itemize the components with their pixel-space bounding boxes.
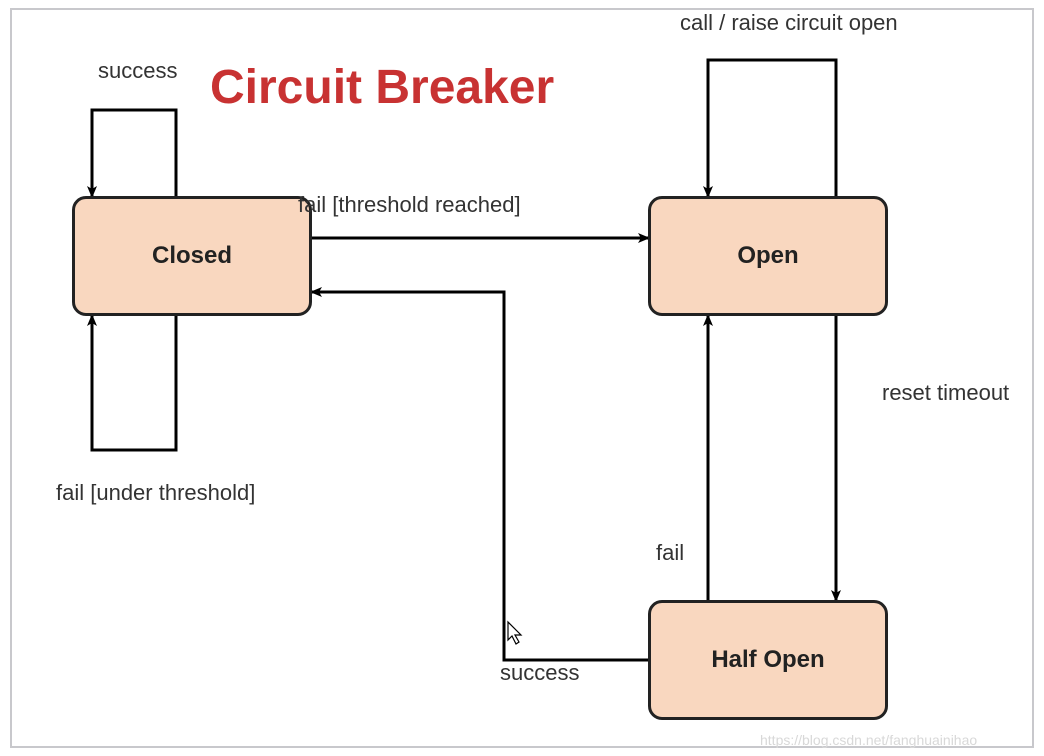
edge-closed-self-success [92, 110, 176, 196]
cursor-icon [508, 622, 521, 644]
edge-label-fail-under-threshold: fail [under threshold] [56, 480, 255, 506]
state-node-open-label: Open [737, 242, 798, 270]
edge-halfopen-to-closed [312, 292, 648, 660]
watermark-text: https://blog.csdn.net/fanghuainihao [760, 732, 977, 748]
state-node-closed-label: Closed [152, 242, 232, 270]
edge-label-success-closed-self: success [98, 58, 177, 84]
edge-closed-self-fail [92, 316, 176, 450]
diagram-title: Circuit Breaker [210, 60, 554, 115]
edge-label-fail-threshold-reached: fail [threshold reached] [298, 192, 521, 218]
edge-label-fail: fail [656, 540, 684, 566]
edge-open-self-call [708, 60, 836, 196]
state-node-open: Open [648, 196, 888, 316]
state-node-halfopen-label: Half Open [711, 646, 824, 674]
state-node-halfopen: Half Open [648, 600, 888, 720]
edge-label-reset-timeout: reset timeout [882, 380, 1009, 406]
edge-label-success-halfopen-closed: success [500, 660, 579, 686]
edge-label-call-raise-circuit-open: call / raise circuit open [680, 10, 898, 36]
state-node-closed: Closed [72, 196, 312, 316]
